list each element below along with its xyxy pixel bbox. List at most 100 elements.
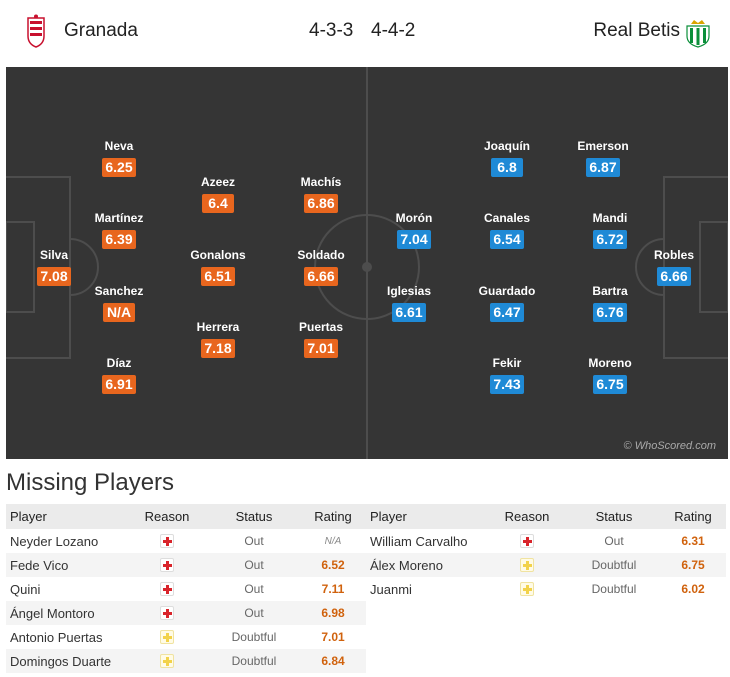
home-player[interactable]: Silva 7.08	[19, 248, 89, 286]
home-player[interactable]: Puertas 7.01	[286, 320, 356, 358]
col-reason[interactable]: Reason	[126, 504, 208, 529]
missing-player-name[interactable]: Ángel Montoro	[6, 601, 126, 625]
col-status[interactable]: Status	[568, 504, 660, 529]
player-rating: 6.54	[490, 230, 524, 249]
missing-player-name[interactable]: Neyder Lozano	[10, 533, 99, 549]
missing-player-name[interactable]: Antonio Puertas	[10, 629, 103, 645]
away-player[interactable]: Fekir 7.43	[472, 356, 542, 394]
home-player[interactable]: Azeez 6.4	[183, 175, 253, 213]
col-status[interactable]: Status	[208, 504, 300, 529]
player-name[interactable]: Sanchez	[94, 284, 144, 298]
missing-player-name[interactable]: William Carvalho	[370, 533, 468, 549]
player-name[interactable]: Moreno	[588, 356, 632, 370]
player-rating: 6.86	[304, 194, 338, 213]
player-name[interactable]: Machís	[300, 175, 342, 189]
player-rating: 6.87	[586, 158, 620, 177]
player-name[interactable]: Azeez	[200, 175, 235, 189]
home-player[interactable]: Soldado 6.66	[286, 248, 356, 286]
player-rating: 6.8	[491, 158, 523, 177]
player-name[interactable]: Díaz	[106, 356, 132, 370]
away-player[interactable]: Emerson 6.87	[568, 139, 638, 177]
away-team-name[interactable]: Real Betis	[593, 20, 680, 41]
missing-player-name[interactable]: Juanmi	[370, 581, 412, 597]
home-player[interactable]: Gonalons 6.51	[183, 248, 253, 286]
doubtful-cross-icon[interactable]	[520, 582, 534, 597]
away-player[interactable]: Joaquín 6.8	[472, 139, 542, 177]
injury-cross-icon[interactable]	[160, 558, 174, 573]
away-player[interactable]: Robles 6.66	[639, 248, 709, 286]
home-missing-table: Player Reason Status Rating Neyder Lozan…	[6, 504, 366, 673]
missing-player-name[interactable]: Quini	[10, 581, 41, 597]
away-player[interactable]: Bartra 6.76	[575, 284, 645, 322]
missing-player-row: Antonio Puertas Doubtful 7.01	[6, 625, 366, 649]
reason-cell	[486, 577, 568, 601]
home-player[interactable]: Machís 6.86	[286, 175, 356, 213]
injury-cross-icon[interactable]	[160, 534, 174, 549]
pitch: Silva 7.08 Neva 6.25 Martínez 6.39 Sanchez N/A D…	[6, 67, 728, 459]
player-name[interactable]: Silva	[39, 248, 69, 262]
player-rating: 6.39	[102, 230, 136, 249]
player-name[interactable]: Fekir	[492, 356, 522, 370]
reason-cell	[126, 649, 208, 673]
away-player[interactable]: Moreno 6.75	[575, 356, 645, 394]
home-player[interactable]: Herrera 7.18	[183, 320, 253, 358]
player-name[interactable]: Bartra	[592, 284, 628, 298]
home-player[interactable]: Martínez 6.39	[84, 211, 154, 249]
player-name[interactable]: Canales	[483, 211, 531, 225]
missing-player-name[interactable]: Álex Moreno	[366, 553, 486, 577]
away-player[interactable]: Morón 7.04	[379, 211, 449, 249]
player-name[interactable]: Guardado	[478, 284, 536, 298]
player-name[interactable]: Robles	[653, 248, 694, 262]
status-text: Out	[208, 553, 300, 577]
player-name[interactable]: Joaquín	[483, 139, 530, 153]
player-name[interactable]: Puertas	[298, 320, 344, 334]
injury-cross-icon[interactable]	[160, 606, 174, 621]
player-name[interactable]: Iglesias	[386, 284, 432, 298]
player-rating: 6.61	[392, 303, 426, 322]
doubtful-cross-icon[interactable]	[160, 654, 174, 669]
player-rating: 7.18	[201, 339, 235, 358]
away-player[interactable]: Guardado 6.47	[472, 284, 542, 322]
player-rating: 6.76	[593, 303, 627, 322]
home-player[interactable]: Sanchez N/A	[84, 284, 154, 322]
away-player[interactable]: Mandi 6.72	[575, 211, 645, 249]
player-name[interactable]: Herrera	[196, 320, 240, 334]
rating-value: 6.02	[681, 582, 705, 596]
col-rating[interactable]: Rating	[300, 504, 366, 529]
status-text: Out	[244, 534, 264, 548]
missing-player-name[interactable]: Fede Vico	[6, 553, 126, 577]
col-player[interactable]: Player	[6, 504, 126, 529]
player-name[interactable]: Neva	[104, 139, 134, 153]
real-betis-crest-icon[interactable]	[683, 18, 713, 48]
home-team-name[interactable]: Granada	[64, 20, 138, 41]
col-player[interactable]: Player	[366, 504, 486, 529]
injury-cross-icon[interactable]	[520, 534, 534, 549]
col-reason[interactable]: Reason	[486, 504, 568, 529]
player-name[interactable]: Mandi	[592, 211, 628, 225]
granada-crest-icon[interactable]	[25, 14, 47, 48]
player-name[interactable]: Soldado	[297, 248, 345, 262]
player-name[interactable]: Gonalons	[190, 248, 246, 262]
away-player[interactable]: Iglesias 6.61	[374, 284, 444, 322]
home-player[interactable]: Díaz 6.91	[84, 356, 154, 394]
player-rating: 6.91	[102, 375, 136, 394]
missing-player-row: Fede Vico Out 6.52	[6, 553, 366, 577]
player-name[interactable]: Emerson	[577, 139, 629, 153]
home-player[interactable]: Neva 6.25	[84, 139, 154, 177]
missing-player-row: Álex Moreno Doubtful 6.75	[366, 553, 726, 577]
status-text: Out	[244, 582, 264, 596]
player-name[interactable]: Martínez	[94, 211, 144, 225]
player-rating: 7.04	[397, 230, 431, 249]
player-name[interactable]: Morón	[395, 211, 433, 225]
col-rating[interactable]: Rating	[660, 504, 726, 529]
match-header: Granada 4-3-3 4-4-2 Real Betis	[0, 0, 730, 66]
doubtful-cross-icon[interactable]	[160, 630, 174, 645]
missing-player-name[interactable]: Domingos Duarte	[6, 649, 126, 673]
rating-value: 6.75	[660, 553, 726, 577]
missing-player-row: Quini Out 7.11	[6, 577, 366, 601]
doubtful-cross-icon[interactable]	[520, 558, 534, 573]
away-player[interactable]: Canales 6.54	[472, 211, 542, 249]
away-missing-table: Player Reason Status Rating William Carv…	[366, 504, 726, 601]
injury-cross-icon[interactable]	[160, 582, 174, 597]
missing-player-row: William Carvalho Out 6.31	[366, 529, 726, 553]
